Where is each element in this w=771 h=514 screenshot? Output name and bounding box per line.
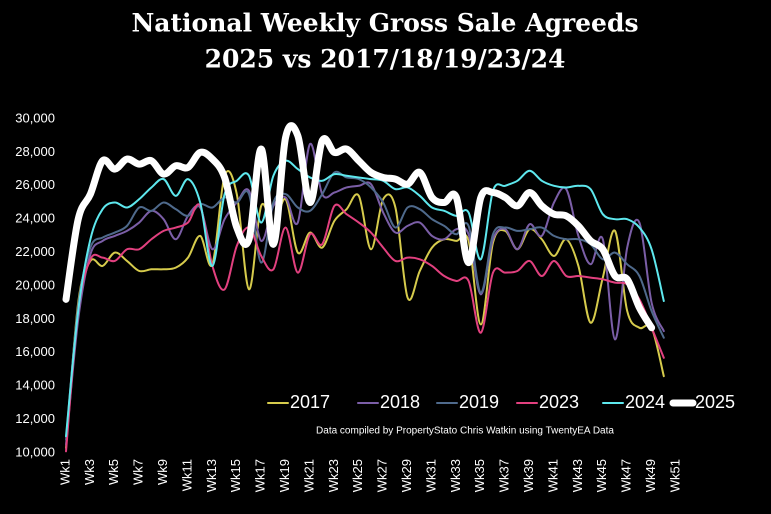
y-tick-label: 18,000 [15, 311, 55, 326]
x-tick-label: Wk17 [253, 459, 268, 492]
x-tick-label: Wk43 [570, 459, 585, 492]
x-tick-label: Wk33 [448, 459, 463, 492]
y-tick-label: 24,000 [15, 211, 55, 226]
series-line [65, 159, 665, 438]
x-tick-label: Wk47 [619, 459, 634, 492]
y-tick-label: 26,000 [15, 177, 55, 192]
series-line [65, 170, 665, 441]
y-tick-label: 14,000 [15, 378, 55, 393]
y-tick-label: 16,000 [15, 344, 55, 359]
y-tick-label: 30,000 [15, 110, 55, 125]
y-tick-label: 22,000 [15, 244, 55, 259]
series-line [65, 170, 665, 449]
y-tick-label: 28,000 [15, 144, 55, 159]
x-tick-label: Wk7 [131, 459, 146, 485]
x-tick-label: Wk23 [326, 459, 341, 492]
x-tick-label: Wk3 [82, 459, 97, 485]
x-tick-label: Wk39 [521, 459, 536, 492]
x-tick-label: Wk51 [667, 459, 682, 492]
legend-label: 2025 [695, 392, 735, 412]
x-tick-label: Wk35 [472, 459, 487, 492]
y-tick-label: 12,000 [15, 411, 55, 426]
legend-label: 2023 [539, 392, 579, 412]
x-tick-label: Wk11 [179, 459, 194, 491]
x-tick-label: Wk41 [545, 459, 560, 492]
x-tick-label: Wk13 [204, 459, 219, 492]
y-tick-label: 10,000 [15, 444, 55, 459]
x-tick-label: Wk29 [399, 459, 414, 492]
legend-label: 2018 [380, 392, 420, 412]
chart-subtitle: 2025 vs 2017/18/19/23/24 [205, 45, 566, 74]
legend-label: 2019 [459, 392, 499, 412]
x-tick-label: Wk45 [594, 459, 609, 492]
x-tick-label: Wk37 [497, 459, 512, 492]
chart-title: National Weekly Gross Sale Agreeds [131, 9, 638, 38]
x-tick-label: Wk27 [375, 459, 390, 492]
legend-label: 2017 [290, 392, 330, 412]
x-tick-label: Wk9 [155, 459, 170, 485]
series-line [65, 203, 665, 453]
legend-label: 2024 [625, 392, 665, 412]
x-tick-label: Wk31 [423, 459, 438, 492]
x-tick-label: Wk21 [301, 459, 316, 492]
series-line [62, 122, 656, 332]
x-tick-label: Wk25 [350, 459, 365, 492]
x-tick-label: Wk19 [277, 459, 292, 492]
x-tick-label: Wk15 [228, 459, 243, 492]
x-tick-label: Wk49 [643, 459, 658, 492]
x-tick-label: Wk5 [106, 459, 121, 485]
y-tick-label: 20,000 [15, 277, 55, 292]
annotation: Data compiled by PropertyStato Chris Wat… [316, 426, 614, 437]
x-tick-label: Wk1 [57, 459, 72, 485]
